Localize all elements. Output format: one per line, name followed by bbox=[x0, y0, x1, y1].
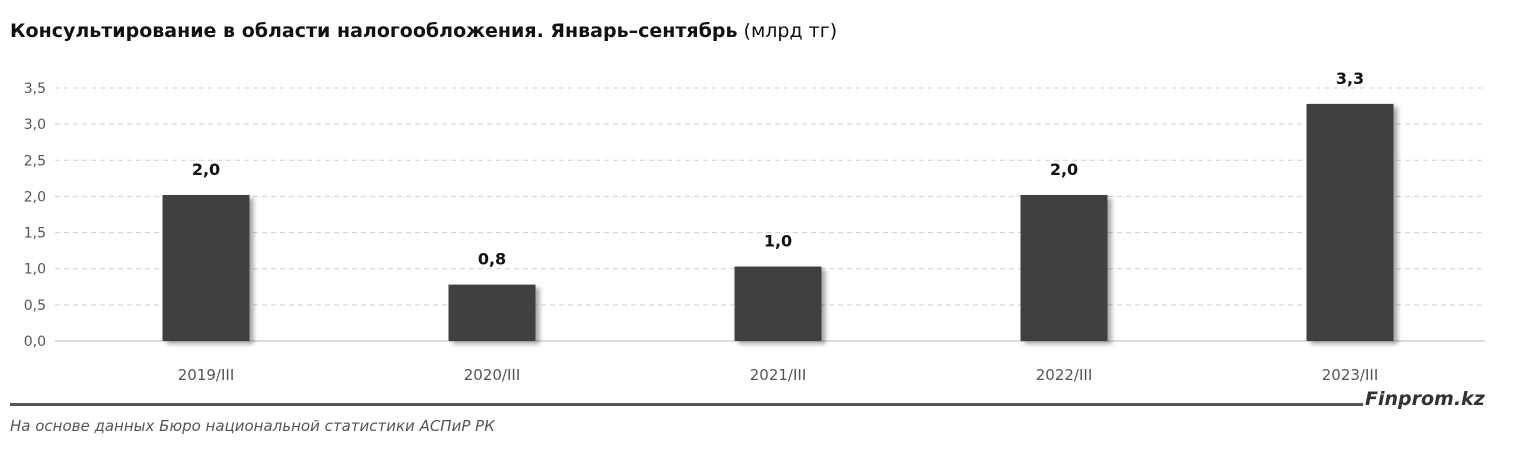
chart-title: Консультирование в области налогообложен… bbox=[10, 20, 838, 42]
brand-logo: Finprom.kz bbox=[1365, 388, 1485, 410]
bar bbox=[1306, 103, 1394, 341]
x-tick-label: 2023/III bbox=[1322, 366, 1379, 384]
y-tick-label: 1,0 bbox=[24, 262, 46, 278]
bar bbox=[162, 194, 250, 341]
data-label: 3,3 bbox=[1336, 69, 1364, 88]
y-tick-label: 3,5 bbox=[24, 81, 46, 97]
bar bbox=[734, 266, 822, 341]
bar bbox=[1020, 194, 1108, 341]
data-label: 2,0 bbox=[192, 160, 220, 179]
bar bbox=[448, 284, 536, 341]
y-tick-label: 3,0 bbox=[24, 117, 46, 133]
divider bbox=[10, 403, 1363, 406]
x-tick-label: 2020/III bbox=[464, 366, 521, 384]
data-label: 0,8 bbox=[478, 250, 506, 269]
x-tick-label: 2022/III bbox=[1036, 366, 1093, 384]
x-tick-label: 2021/III bbox=[750, 366, 807, 384]
y-tick-label: 2,5 bbox=[24, 153, 46, 169]
y-tick-label: 0,5 bbox=[24, 298, 46, 314]
y-tick-label: 1,5 bbox=[24, 226, 46, 242]
source-note: На основе данных Бюро национальной стати… bbox=[10, 417, 495, 435]
x-tick-label: 2019/III bbox=[178, 366, 235, 384]
bar-chart: 0,0 0,5 1,0 1,5 2,0 2,5 3,0 3,5 2,0 2019/III 0,8 20… bbox=[24, 69, 1485, 384]
y-tick-label: 2,0 bbox=[24, 189, 46, 205]
data-label: 1,0 bbox=[764, 232, 792, 251]
data-label: 2,0 bbox=[1050, 160, 1078, 179]
y-tick-label: 0,0 bbox=[24, 334, 46, 350]
